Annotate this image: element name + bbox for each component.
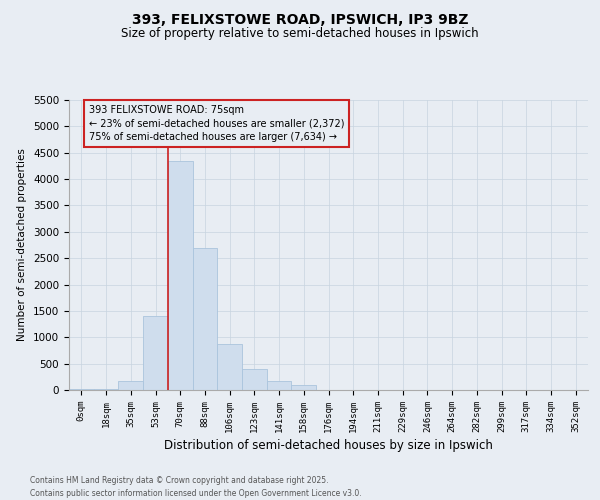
- Text: 393, FELIXSTOWE ROAD, IPSWICH, IP3 9BZ: 393, FELIXSTOWE ROAD, IPSWICH, IP3 9BZ: [132, 12, 468, 26]
- Bar: [242, 369, 267, 390]
- Text: Size of property relative to semi-detached houses in Ipswich: Size of property relative to semi-detach…: [121, 26, 479, 40]
- Text: Contains HM Land Registry data © Crown copyright and database right 2025.
Contai: Contains HM Land Registry data © Crown c…: [30, 476, 362, 498]
- Bar: [267, 381, 292, 390]
- X-axis label: Distribution of semi-detached houses by size in Ipswich: Distribution of semi-detached houses by …: [164, 439, 493, 452]
- Bar: [292, 384, 316, 390]
- Bar: [193, 248, 217, 390]
- Bar: [118, 381, 143, 390]
- Bar: [143, 316, 168, 390]
- Bar: [217, 344, 242, 390]
- Y-axis label: Number of semi-detached properties: Number of semi-detached properties: [17, 148, 28, 342]
- Text: 393 FELIXSTOWE ROAD: 75sqm
← 23% of semi-detached houses are smaller (2,372)
75%: 393 FELIXSTOWE ROAD: 75sqm ← 23% of semi…: [89, 106, 344, 142]
- Bar: [168, 160, 193, 390]
